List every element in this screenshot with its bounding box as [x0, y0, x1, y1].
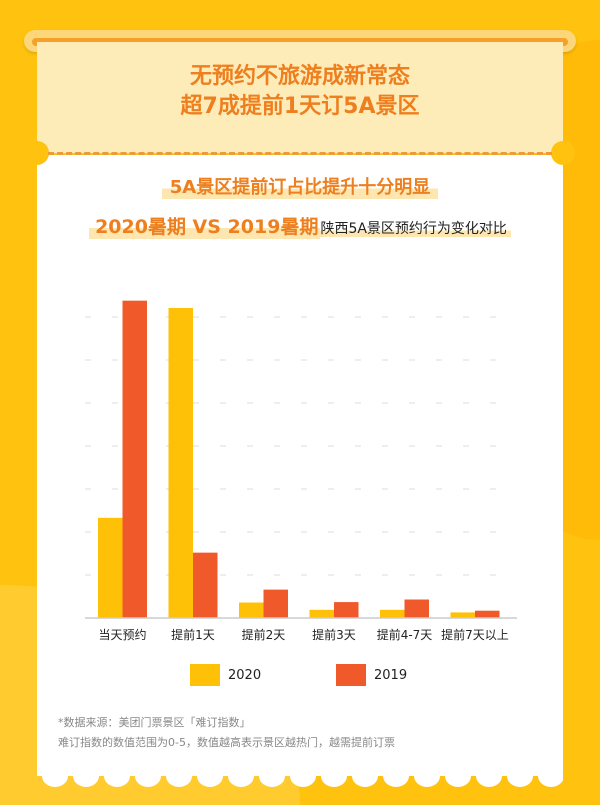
ticket-notch	[551, 141, 575, 165]
footnote-source: *数据来源：美团门票景区「难订指数」	[58, 716, 251, 729]
legend-label: 2020	[228, 667, 262, 683]
bar-2020-0	[98, 517, 123, 618]
bar-2020-4	[380, 609, 405, 618]
ticket-notch	[25, 141, 49, 165]
legend-swatch-2019	[336, 664, 366, 686]
x-tick-label: 提前2天	[242, 627, 286, 642]
title-line-2: 超7成提前1天订5A景区	[180, 94, 420, 119]
bar-2020-3	[309, 609, 334, 618]
bar-2019-1	[193, 552, 218, 618]
dashed-divider	[48, 152, 552, 155]
comparison-highlight: 2020暑期 VS 2019暑期	[89, 212, 321, 239]
x-tick-label: 当天预约	[98, 627, 146, 642]
legend-item-2019: 2019	[336, 664, 407, 686]
comparison-heading: 2020暑期 VS 2019暑期 陕西5A景区预约行为变化对比	[0, 212, 600, 239]
x-tick-label: 提前3天	[312, 627, 356, 642]
x-tick-label: 提前1天	[171, 627, 215, 642]
legend-label: 2019	[374, 667, 408, 683]
bar-2020-5	[450, 612, 475, 618]
scallop-edge-path	[37, 772, 563, 787]
bar-2019-0	[122, 300, 147, 618]
bar-chart: 当天预约 提前1天 提前2天 提前3天 提前4-7天 提前7天以上	[85, 300, 517, 642]
bar-2019-2	[263, 589, 288, 618]
ticket-scalloped-edge	[37, 772, 563, 787]
legend-item-2020: 2020	[190, 664, 261, 686]
bar-2019-3	[334, 602, 359, 618]
bar-2019-4	[404, 599, 429, 618]
page-title: 无预约不旅游成新常态 超7成提前1天订5A景区	[37, 62, 563, 122]
footnote-explanation: 难订指数的数值范围为0-5，数值越高表示景区越热门，越需提前订票	[58, 736, 395, 749]
footnote: *数据来源：美团门票景区「难订指数」 难订指数的数值范围为0-5，数值越高表示景…	[58, 713, 558, 753]
legend-swatch-2020	[190, 664, 220, 686]
bar-2020-2	[239, 602, 264, 618]
bar-2020-1	[168, 307, 193, 618]
x-tick-label: 提前4-7天	[377, 627, 433, 642]
header-panel: 无预约不旅游成新常态 超7成提前1天订5A景区	[37, 42, 563, 153]
title-line-1: 无预约不旅游成新常态	[189, 64, 410, 89]
bar-2019-5	[475, 610, 500, 618]
x-tick-label: 提前7天以上	[441, 627, 509, 642]
subtitle: 5A景区提前订占比提升十分明显	[161, 173, 439, 199]
comparison-description: 陕西5A景区预约行为变化对比	[320, 221, 511, 237]
